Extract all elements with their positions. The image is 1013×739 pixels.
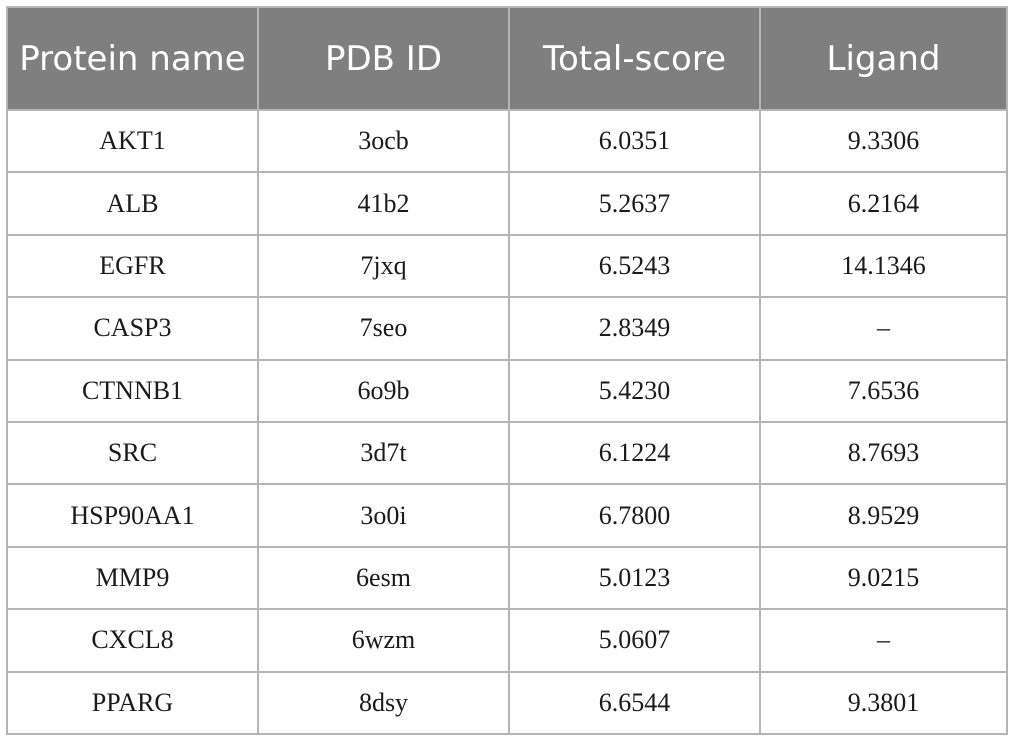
- cell-pdb-id: 3d7t: [257, 420, 510, 486]
- column-header-protein-name: Protein name: [6, 6, 259, 111]
- cell-protein-name: MMP9: [6, 545, 259, 611]
- docking-results-table: Protein name PDB ID Total-score Ligand A…: [6, 6, 1008, 735]
- cell-ligand: 9.0215: [759, 545, 1008, 611]
- column-header-total-score: Total-score: [508, 6, 761, 111]
- table-body: AKT1 3ocb 6.0351 9.3306 ALB 41b2 5.2637 …: [6, 108, 1008, 735]
- cell-ligand: 7.6536: [759, 358, 1008, 423]
- table-row: AKT1 3ocb 6.0351 9.3306: [6, 108, 1008, 174]
- cell-protein-name: CASP3: [6, 296, 259, 361]
- cell-ligand: 9.3306: [759, 108, 1008, 174]
- cell-total-score: 6.1224: [508, 420, 761, 486]
- cell-pdb-id: 6esm: [257, 545, 510, 611]
- cell-pdb-id: 7jxq: [257, 233, 510, 299]
- cell-pdb-id: 6wzm: [257, 608, 510, 673]
- cell-protein-name: ALB: [6, 171, 259, 236]
- table-row: CASP3 7seo 2.8349 –: [6, 296, 1008, 361]
- cell-pdb-id: 8dsy: [257, 670, 510, 735]
- table-row: PPARG 8dsy 6.6544 9.3801: [6, 670, 1008, 735]
- cell-pdb-id: 6o9b: [257, 358, 510, 423]
- cell-pdb-id: 3o0i: [257, 483, 510, 548]
- table-row: SRC 3d7t 6.1224 8.7693: [6, 420, 1008, 486]
- cell-ligand: –: [759, 296, 1008, 361]
- column-header-ligand: Ligand: [759, 6, 1008, 111]
- cell-ligand: –: [759, 608, 1008, 673]
- cell-ligand: 14.1346: [759, 233, 1008, 299]
- cell-ligand: 6.2164: [759, 171, 1008, 236]
- cell-protein-name: EGFR: [6, 233, 259, 299]
- column-header-pdb-id: PDB ID: [257, 6, 510, 111]
- table-header: Protein name PDB ID Total-score Ligand: [6, 6, 1008, 111]
- cell-total-score: 6.5243: [508, 233, 761, 299]
- table-row: CXCL8 6wzm 5.0607 –: [6, 608, 1008, 673]
- cell-protein-name: HSP90AA1: [6, 483, 259, 548]
- cell-total-score: 5.0123: [508, 545, 761, 611]
- table-row: HSP90AA1 3o0i 6.7800 8.9529: [6, 483, 1008, 548]
- cell-total-score: 5.4230: [508, 358, 761, 423]
- cell-pdb-id: 7seo: [257, 296, 510, 361]
- cell-ligand: 8.7693: [759, 420, 1008, 486]
- cell-total-score: 5.2637: [508, 171, 761, 236]
- cell-ligand: 9.3801: [759, 670, 1008, 735]
- cell-protein-name: SRC: [6, 420, 259, 486]
- cell-protein-name: AKT1: [6, 108, 259, 174]
- table-row: MMP9 6esm 5.0123 9.0215: [6, 545, 1008, 611]
- cell-total-score: 6.7800: [508, 483, 761, 548]
- table-row: ALB 41b2 5.2637 6.2164: [6, 171, 1008, 236]
- cell-protein-name: CXCL8: [6, 608, 259, 673]
- cell-total-score: 5.0607: [508, 608, 761, 673]
- cell-total-score: 6.0351: [508, 108, 761, 174]
- cell-pdb-id: 41b2: [257, 171, 510, 236]
- cell-total-score: 2.8349: [508, 296, 761, 361]
- table-row: CTNNB1 6o9b 5.4230 7.6536: [6, 358, 1008, 423]
- cell-protein-name: PPARG: [6, 670, 259, 735]
- table-row: EGFR 7jxq 6.5243 14.1346: [6, 233, 1008, 299]
- cell-pdb-id: 3ocb: [257, 108, 510, 174]
- cell-ligand: 8.9529: [759, 483, 1008, 548]
- header-row: Protein name PDB ID Total-score Ligand: [6, 6, 1008, 111]
- cell-protein-name: CTNNB1: [6, 358, 259, 423]
- cell-total-score: 6.6544: [508, 670, 761, 735]
